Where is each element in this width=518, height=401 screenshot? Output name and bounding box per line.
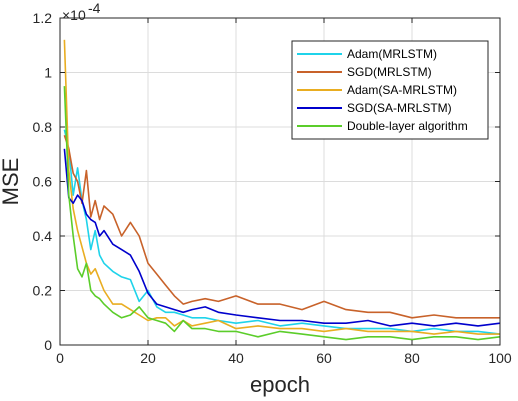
y-tick-label: 0.4 [33, 228, 53, 244]
x-tick-label: 20 [140, 350, 156, 366]
y-axis-ticks: 0 0.2 0.4 0.6 0.8 1 1.2 [33, 10, 500, 353]
x-tick-label: 60 [316, 350, 332, 366]
x-axis-ticks: 0 20 40 60 80 100 [56, 18, 512, 366]
x-tick-label: 40 [228, 350, 244, 366]
series-line-5 [63, 86, 501, 341]
y-axis-label: MSE [0, 158, 23, 206]
x-tick-label: 100 [488, 350, 512, 366]
legend-label: SGD(SA-MRLSTM) [347, 101, 452, 115]
y-tick-label: 0.2 [33, 283, 53, 299]
legend: Adam(MRLSTM) SGD(MRLSTM) Adam(SA-MRLSTM) SG… [291, 40, 489, 140]
legend-label: Adam(MRLSTM) [347, 47, 437, 61]
series-line-1 [63, 129, 501, 335]
y-tick-label: 0.8 [33, 119, 53, 135]
y-exponent-base: ×10 [62, 7, 86, 23]
y-tick-label: 0 [44, 337, 52, 353]
x-tick-label: 0 [56, 350, 64, 366]
y-tick-label: 0.6 [33, 174, 53, 190]
legend-label: SGD(MRLSTM) [347, 65, 432, 79]
series-line-3 [63, 39, 500, 335]
x-tick-label: 80 [404, 350, 420, 366]
series-lines [63, 39, 501, 341]
y-tick-label: 1.2 [33, 10, 53, 26]
legend-label: Double-layer algorithm [347, 119, 468, 133]
series-line-2 [63, 134, 500, 319]
y-axis-exponent: ×10 -4 [62, 0, 101, 23]
y-exponent-power: -4 [88, 0, 101, 16]
x-axis-label: epoch [250, 372, 310, 397]
y-tick-label: 1 [44, 65, 52, 81]
series-line-4 [63, 148, 501, 327]
legend-label: Adam(SA-MRLSTM) [347, 83, 457, 97]
